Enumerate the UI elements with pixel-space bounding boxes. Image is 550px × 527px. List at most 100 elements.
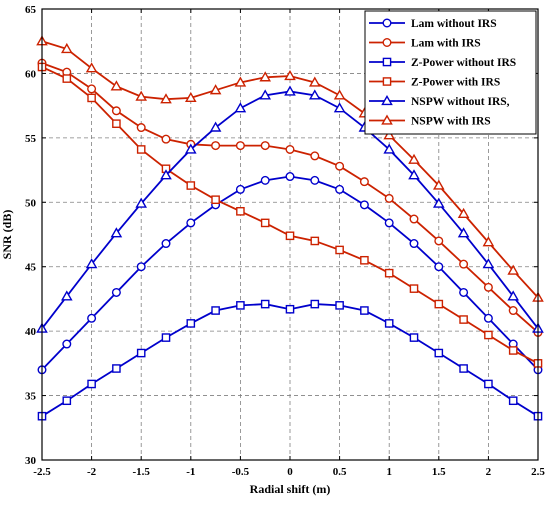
data-point [432,197,445,208]
legend-label: Z-Power with IRS [411,77,500,89]
data-point [62,396,72,406]
data-point [434,236,444,246]
data-point [112,119,121,128]
legend: Lam without IRS Lam with IRS Z-Power witho… [364,10,537,135]
data-point [457,207,470,219]
data-point [409,284,419,293]
data-point [310,299,320,309]
legend-marker [382,38,392,48]
data-point [459,259,469,269]
data-point [110,227,123,238]
legend-marker [382,77,392,86]
grid-lines [41,8,539,461]
x-tick-label: -1 [186,466,195,478]
data-point [211,195,220,205]
data-point [408,169,420,180]
x-tick-label: -2.5 [33,466,51,478]
legend-item: Lam without IRS [369,18,497,30]
x-tick-label: -0.5 [232,466,250,478]
axes [41,8,539,461]
data-point [110,80,123,91]
data-point [236,301,245,310]
data-point [482,258,495,269]
x-tick-label: 1.5 [432,466,446,478]
y-tick-labels: 30 35 40 45 50 55 60 65 [25,4,37,467]
data-point [60,42,73,54]
legend-marker [382,57,392,67]
data-point [112,364,121,373]
data-point [459,287,469,297]
data-point [87,313,97,323]
data-point [384,193,394,203]
data-point [459,315,468,324]
data-point [432,179,445,190]
data-point [434,262,444,272]
y-tick-label: 50 [25,197,37,209]
data-point [310,236,320,246]
data-point [186,319,196,328]
data-point [111,287,121,297]
x-tick-label: 0.5 [333,466,347,478]
data-point [260,218,270,228]
data-point [409,333,419,342]
legend-item: NSPW without IRS, [369,94,510,108]
data-point [409,214,419,224]
legend-label: Lam with IRS [411,38,481,50]
x-tick-label: 1 [386,466,392,478]
series-layer [36,35,544,421]
legend-marker [381,94,393,106]
x-axis-label: Radial shift (m) [250,482,331,496]
series-6 [36,35,544,302]
y-tick-label: 65 [25,4,37,16]
x-tick-label: 2 [486,466,492,478]
data-point [135,197,148,208]
legend-box [364,10,537,135]
data-point [507,290,520,301]
data-point [308,89,321,100]
data-point [383,143,396,154]
data-point [87,93,96,103]
legend-label: NSPW without IRS, [411,96,510,108]
y-tick-label: 45 [25,262,37,274]
data-point [308,76,321,87]
legend-item: Z-Power without IRS [369,57,516,69]
data-point [260,299,270,309]
y-tick-label: 60 [25,68,37,80]
data-point [459,364,468,373]
data-point [384,268,394,278]
series-2 [37,58,543,337]
data-point [62,74,72,83]
data-point [136,348,146,358]
data-point [335,245,344,255]
legend-label: Z-Power without IRS [411,57,516,69]
data-point [235,141,245,151]
data-point [62,339,72,349]
data-point [234,76,247,87]
x-tick-label: 0 [287,466,293,478]
legend-item: NSPW with IRS [369,114,491,128]
data-point [310,175,320,185]
data-point [234,102,247,113]
data-point [335,301,344,310]
data-point [259,71,272,82]
data-point [161,134,171,144]
data-point [408,153,420,164]
data-point [335,184,345,194]
data-point [383,129,396,140]
data-point [333,102,346,113]
data-point [483,282,493,292]
data-point [310,151,320,161]
x-tick-label: -1.5 [132,466,150,478]
data-point [260,175,270,185]
data-point [211,306,220,315]
data-point [259,89,272,100]
data-point [434,348,444,358]
data-point [508,306,518,316]
data-point [60,290,73,301]
data-point [434,299,444,309]
data-point [87,84,97,94]
data-point [457,227,470,238]
x-tick-label: -2 [87,466,97,478]
y-axis-label: SNR (dB) [0,210,14,260]
